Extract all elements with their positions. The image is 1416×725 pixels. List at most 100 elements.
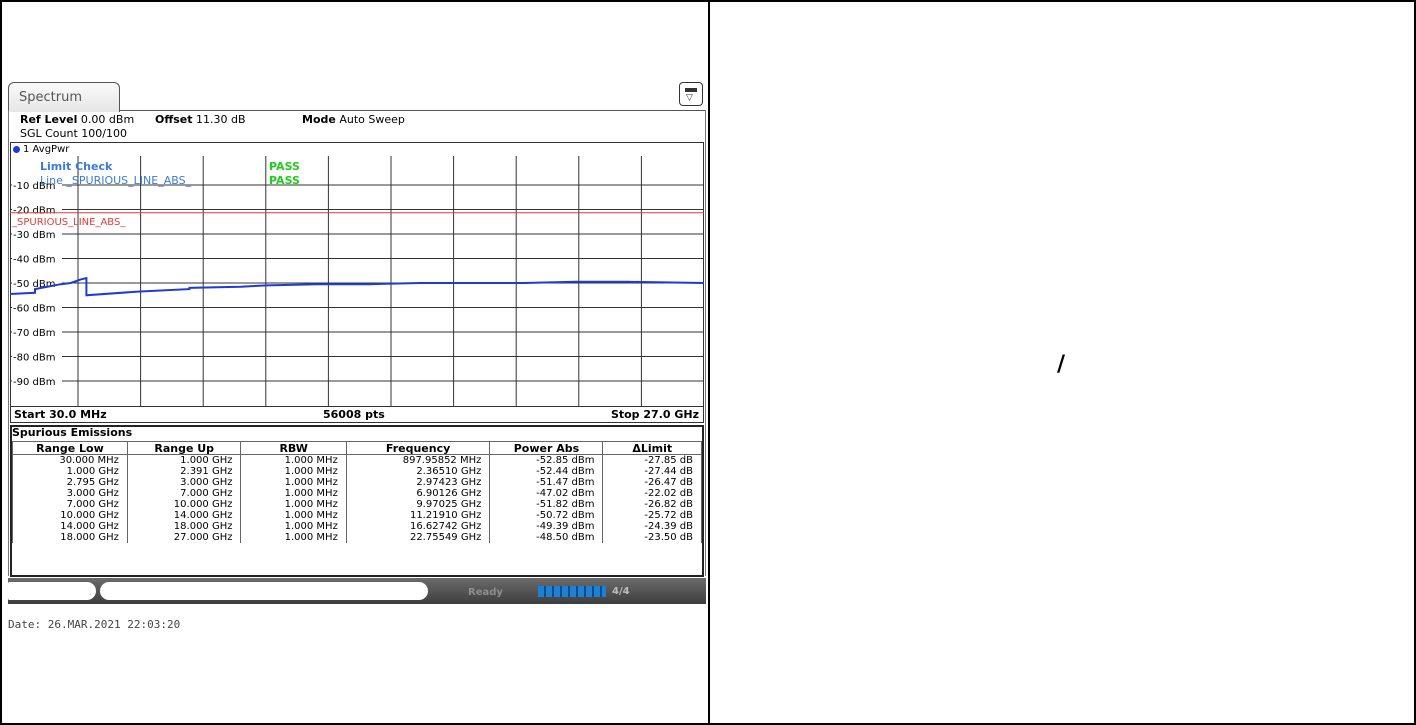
sweep-progress-bar — [538, 586, 606, 597]
x-axis-bar: Start 30.0 MHz 56008 pts Stop 27.0 GHz — [10, 407, 704, 423]
offset: Offset 11.30 dB — [155, 114, 246, 126]
table-cell: -23.50 dB — [602, 532, 702, 543]
y-tick-bg — [12, 301, 62, 314]
table-cell: 1.000 MHz — [240, 477, 347, 488]
panel-right-border — [705, 110, 706, 576]
table-cell: 3.000 GHz — [12, 488, 128, 499]
table-cell: 22.75549 GHz — [345, 532, 491, 543]
table-header-row: Range Low Range Up RBW Frequency Power Abs ΔL… — [12, 441, 702, 455]
table-cell: 27.000 GHz — [126, 532, 242, 543]
column-header: Range Low — [12, 441, 128, 455]
ref-level-value: 0.00 dBm — [80, 113, 135, 126]
table-cell: 18.000 GHz — [126, 521, 242, 532]
table-row[interactable]: 18.000 GHz 27.000 GHz 1.000 MHz 22.75549 GH… — [12, 532, 702, 543]
table-cell: 2.97423 GHz — [345, 477, 491, 488]
table-cell: 6.90126 GHz — [345, 488, 491, 499]
sgl-count: SGL Count 100/100 — [20, 127, 127, 140]
table-cell: 2.795 GHz — [12, 477, 128, 488]
table-cell: -22.02 dB — [602, 488, 702, 499]
table-row[interactable]: 10.000 GHz 14.000 GHz 1.000 MHz 11.21910 GH… — [12, 510, 702, 521]
tab-spectrum-label: Spectrum — [19, 90, 82, 105]
limit-check-result: PASS — [269, 160, 300, 173]
table-cell: 16.62742 GHz — [345, 521, 491, 532]
table-cell: 9.97025 GHz — [345, 499, 491, 510]
ref-level: Ref Level 0.00 dBm — [20, 114, 134, 126]
table-cell: 2.391 GHz — [126, 466, 242, 477]
table-cell: -52.85 dBm — [489, 454, 604, 466]
table-cell: 30.000 MHz — [12, 454, 128, 466]
table-cell: 10.000 GHz — [126, 499, 242, 510]
column-header: ΔLimit — [602, 441, 702, 455]
limit-line-label: _SPURIOUS_LINE_ABS_ — [11, 217, 126, 228]
table-cell: 2.36510 GHz — [345, 466, 491, 477]
sweep-mode: Mode Auto Sweep — [302, 114, 405, 126]
y-tick-bg — [12, 375, 62, 387]
status-field-message[interactable] — [100, 582, 428, 600]
y-tick-label: -90 dBm — [13, 377, 55, 388]
limit-line-name: Line _SPURIOUS_LINE_ABS_ — [40, 174, 192, 187]
table-cell: 1.000 MHz — [240, 466, 347, 477]
y-tick-label: -10 dBm — [13, 181, 55, 192]
table-cell: 1.000 MHz — [240, 454, 347, 466]
table-cell: 1.000 MHz — [240, 510, 347, 521]
table-cell: 3.000 GHz — [126, 477, 242, 488]
y-tick-bg — [12, 350, 62, 363]
table-cell: -50.72 dBm — [489, 510, 604, 521]
trace-indicator-icon — [13, 146, 20, 153]
table-body: 30.000 MHz 1.000 GHz 1.000 MHz 897.95852 MH… — [12, 454, 702, 543]
table-cell: 14.000 GHz — [126, 510, 242, 521]
tab-spectrum[interactable]: Spectrum — [8, 82, 120, 112]
column-header: Power Abs — [489, 441, 604, 455]
table-row[interactable]: 2.795 GHz 3.000 GHz 1.000 MHz 2.97423 GHz -5… — [12, 477, 702, 488]
table-cell: 18.000 GHz — [12, 532, 128, 543]
x-stop: Stop 27.0 GHz — [610, 408, 699, 421]
right-cell — [708, 0, 1416, 725]
spurious-table: Range Low Range Up RBW Frequency Power Abs ΔL… — [12, 441, 702, 543]
y-tick-bg — [12, 179, 62, 191]
table-cell: -25.72 dB — [602, 510, 702, 521]
right-panel-text: / — [1057, 352, 1066, 377]
table-cell: -51.47 dBm — [489, 477, 604, 488]
spurious-table-box — [10, 425, 704, 577]
table-cell: -51.82 dBm — [489, 499, 604, 510]
y-tick-label: -60 dBm — [13, 304, 55, 315]
column-header: Range Up — [126, 441, 242, 455]
table-row[interactable]: 1.000 GHz 2.391 GHz 1.000 MHz 2.36510 GHz -5… — [12, 466, 702, 477]
tab-underline — [120, 110, 706, 111]
table-cell: -49.39 dBm — [489, 521, 604, 532]
table-cell: -26.82 dB — [602, 499, 702, 510]
window-layout-icon[interactable]: ▽ — [679, 82, 703, 106]
table-cell: 14.000 GHz — [12, 521, 128, 532]
table-cell: -26.47 dB — [602, 477, 702, 488]
table-row[interactable]: 14.000 GHz 18.000 GHz 1.000 MHz 16.62742 GH… — [12, 521, 702, 532]
table-cell: 11.21910 GHz — [345, 510, 491, 521]
status-ready: Ready — [468, 587, 503, 598]
table-cell: -27.85 dB — [602, 454, 702, 466]
table-cell: -27.44 dB — [602, 466, 702, 477]
panel-left-border — [8, 110, 9, 576]
y-axis-ticks: -10 dBm -20 dBm -30 dBm -40 dBm -50 dBm -60 d… — [12, 179, 62, 388]
table-cell: 1.000 GHz — [12, 466, 128, 477]
spectrum-chart[interactable]: -10 dBm -20 dBm -30 dBm -40 dBm -50 dBm -60 d… — [10, 156, 704, 407]
status-field-left[interactable] — [8, 582, 96, 600]
table-cell: 7.000 GHz — [126, 488, 242, 499]
y-tick-bg — [12, 252, 62, 265]
y-tick-label: -40 dBm — [13, 255, 55, 266]
y-tick-bg — [12, 326, 62, 338]
table-row[interactable]: 30.000 MHz 1.000 GHz 1.000 MHz 897.95852 MH… — [12, 454, 702, 466]
table-cell: -52.44 dBm — [489, 466, 604, 477]
table-cell: 10.000 GHz — [12, 510, 128, 521]
mode-label: Mode — [302, 113, 336, 126]
ref-level-label: Ref Level — [20, 113, 78, 126]
table-row[interactable]: 7.000 GHz 10.000 GHz 1.000 MHz 9.97025 GHz -… — [12, 499, 702, 510]
y-tick-label: -70 dBm — [13, 328, 55, 339]
table-cell: 1.000 MHz — [240, 488, 347, 499]
mode-value: Auto Sweep — [339, 113, 405, 126]
x-points: 56008 pts — [323, 408, 385, 421]
table-cell: 1.000 GHz — [126, 454, 242, 466]
table-cell: 897.95852 MHz — [345, 454, 491, 466]
status-mode: 4/4 — [612, 586, 630, 597]
limit-check-title: Limit Check — [40, 160, 113, 173]
limit-line-result: PASS — [269, 174, 300, 187]
table-row[interactable]: 3.000 GHz 7.000 GHz 1.000 MHz 6.90126 GHz -4… — [12, 488, 702, 499]
